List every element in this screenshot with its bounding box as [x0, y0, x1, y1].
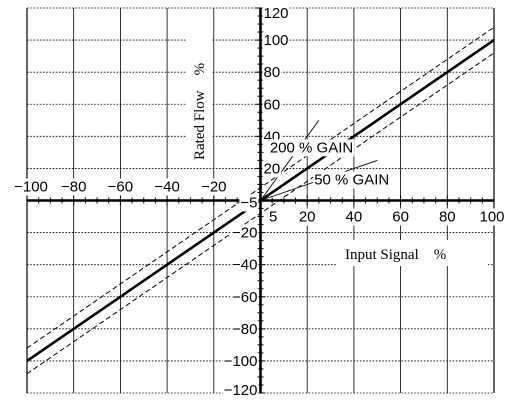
- x-tick-label: 60: [392, 209, 409, 226]
- x-tick-label-bg: [268, 208, 279, 226]
- y-tick-label-bg: [222, 382, 259, 399]
- x-tick-label: −100: [14, 179, 48, 196]
- y-tick-label: 60: [264, 96, 281, 113]
- x-tick-label: −80: [61, 179, 86, 196]
- gain-annotation: 200 % GAIN: [270, 139, 353, 156]
- y-tick-label-bg: [239, 194, 259, 212]
- y-tick-label-bg: [222, 352, 259, 370]
- x-tick-label: 20: [299, 209, 316, 226]
- axes: [26, 7, 495, 394]
- y-tick-label: −100: [224, 353, 258, 370]
- x-tick-label: 100: [479, 209, 504, 226]
- y-tick-label-bg: [262, 32, 290, 50]
- series-line-thin: [260, 120, 320, 201]
- x-tick-label-bg: [437, 208, 457, 226]
- tick-labels: −100 −80 −60 −40 −205 20 40 60 80 100120100806040…: [13, 5, 506, 399]
- x-tick-label: 80: [439, 209, 456, 226]
- x-tick-label: −60: [108, 179, 133, 196]
- gain-annotation-bg: [313, 171, 391, 189]
- x-tick-label-bg: [297, 208, 317, 226]
- y-tick-label: −60: [232, 289, 257, 306]
- annotations: 200 % GAIN 50 % GAIN: [268, 139, 391, 189]
- y-tick-label-bg: [262, 160, 282, 178]
- x-tick-label: −20: [201, 179, 226, 196]
- gain-annotation-bg: [268, 139, 355, 157]
- x-tick-label: −40: [154, 179, 179, 196]
- x-tick-label-bg: [200, 178, 228, 196]
- x-tick-label-bg: [13, 178, 49, 196]
- x-tick-label-bg: [478, 208, 506, 226]
- x-tick-label-bg: [153, 178, 181, 196]
- x-axis-label: Input Signal %: [345, 247, 446, 263]
- y-tick-label: −20: [232, 225, 257, 242]
- x-tick-label: 5: [269, 209, 277, 226]
- y-tick-label-bg: [231, 256, 259, 274]
- x-tick-label-bg: [59, 178, 88, 196]
- y-tick-label: −80: [232, 321, 257, 338]
- ylabel-background: [186, 38, 212, 160]
- x-tick-label-bg: [344, 208, 364, 226]
- y-axis-label: Rated Flow %: [192, 63, 208, 160]
- y-tick-label-bg: [231, 320, 259, 338]
- y-tick-label: −40: [232, 257, 257, 274]
- y-tick-label-bg: [231, 288, 259, 306]
- xlabel-background: [336, 240, 488, 266]
- y-tick-label: 80: [264, 64, 281, 81]
- y-tick-label-bg: [262, 64, 282, 82]
- y-tick-label: 120: [264, 5, 289, 22]
- y-tick-label-bg: [231, 224, 259, 242]
- x-tick-label-bg: [106, 178, 135, 196]
- y-tick-label: −120: [224, 382, 258, 399]
- gain-annotation: 50 % GAIN: [314, 171, 389, 188]
- y-tick-label: 100: [264, 32, 289, 49]
- y-tick-label-bg: [262, 96, 282, 114]
- y-tick-label-bg: [262, 5, 290, 22]
- x-tick-label-bg: [391, 208, 410, 226]
- y-tick-label: −5: [240, 195, 257, 212]
- x-tick-label: 40: [346, 209, 363, 226]
- y-tick-label: 20: [264, 160, 281, 177]
